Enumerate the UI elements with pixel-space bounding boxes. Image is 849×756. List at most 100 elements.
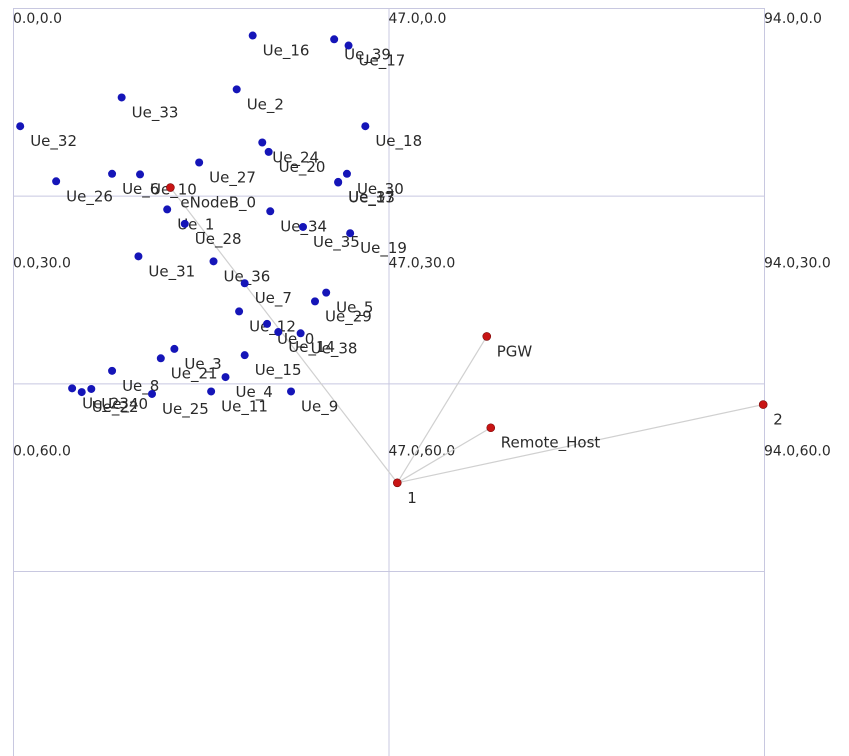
ue-node-dot[interactable]	[148, 389, 157, 398]
ue-node-dot[interactable]	[180, 219, 189, 228]
infrastructure-nodes: eNodeB_0 PGW Remote_Host 1 2	[166, 183, 783, 507]
ue-node-dot[interactable]	[156, 354, 165, 363]
ue-node-dot[interactable]	[68, 384, 77, 393]
infra-node-label-enb: eNodeB_0	[180, 194, 256, 213]
coordinate-label: 0.0,30.0	[13, 256, 71, 272]
ue-node-dot[interactable]	[77, 388, 86, 397]
infra-node-dot-enb[interactable]	[166, 183, 175, 192]
ue-node-dot[interactable]	[342, 169, 351, 178]
ue-node-dot[interactable]	[274, 328, 283, 337]
ue-node-label: Ue_40	[101, 395, 148, 414]
ue-node-label: Ue_35	[313, 233, 360, 252]
ue-node-label: Ue_19	[360, 239, 407, 258]
ue-node-dot[interactable]	[221, 373, 230, 382]
ue-node-dot[interactable]	[108, 169, 117, 178]
coordinate-label: 47.0,30.0	[389, 256, 456, 272]
ue-node-dot[interactable]	[263, 319, 272, 328]
ue-node-label: Ue_20	[279, 158, 326, 177]
ue-node-label: Ue_9	[301, 397, 338, 416]
ue-node-dot[interactable]	[334, 178, 343, 187]
ue-node-dot[interactable]	[232, 85, 241, 94]
ue-node-dot[interactable]	[87, 384, 96, 393]
ue-node-label: Ue_36	[224, 267, 271, 286]
coordinate-label: 94.0,0.0	[764, 11, 822, 27]
ue-node-label: Ue_24	[272, 148, 319, 167]
ue-node-label: Ue_2	[247, 95, 284, 114]
ue-node-dot[interactable]	[330, 35, 339, 44]
ue-node-label: Ue_0	[277, 330, 314, 349]
ue-node-label: Ue_28	[195, 230, 242, 249]
links	[169, 187, 764, 484]
grid	[13, 8, 765, 756]
ue-node-dot[interactable]	[346, 229, 355, 238]
ue-node-dot[interactable]	[108, 366, 117, 375]
ue-node-label: Ue_26	[66, 187, 113, 206]
ue-node-label: Ue_3	[184, 355, 221, 374]
ue-node-label: Ue_6	[122, 180, 159, 199]
ue-node-dot[interactable]	[209, 257, 218, 266]
ue-node-label: Ue_7	[255, 289, 292, 308]
ue-node-dot[interactable]	[134, 252, 143, 261]
ue-node-dot[interactable]	[264, 147, 273, 156]
ue-node-label: Ue_32	[30, 132, 77, 151]
coordinate-label: 47.0,0.0	[389, 11, 447, 27]
infra-node-dot-n2[interactable]	[758, 400, 768, 409]
ue-node-dot[interactable]	[240, 351, 249, 360]
ue-node-label: Ue_18	[375, 132, 422, 151]
ue-node-label: Ue_29	[325, 307, 372, 326]
ue-node-label: Ue_12	[249, 317, 296, 336]
coordinate-labels: 0.0,0.0 47.0,0.0 94.0,0.0 0.0,30.0 47.0,30.0…	[13, 11, 831, 459]
ue-node-dot[interactable]	[287, 387, 296, 396]
infra-node-label-rh: Remote_Host	[501, 434, 601, 453]
link-enb-n1	[169, 187, 398, 484]
ue-node-label: Ue_25	[162, 400, 209, 419]
ue-node-dot[interactable]	[52, 177, 61, 186]
ue-node-dot[interactable]	[344, 41, 353, 50]
ue-node-dot[interactable]	[310, 297, 319, 306]
ue-node-label: Ue_39	[344, 45, 391, 64]
ue-node-label: Ue_15	[255, 361, 302, 380]
ue-node-label: Ue_1	[177, 215, 214, 234]
ue-node-dot[interactable]	[170, 344, 179, 353]
ue-node-dot[interactable]	[299, 222, 308, 231]
ue-node-dot[interactable]	[266, 207, 275, 216]
infra-node-label-pgw: PGW	[497, 342, 533, 360]
ue-node-dot[interactable]	[136, 170, 145, 179]
ue-node-dot[interactable]	[16, 122, 25, 131]
ue-node-label: Ue_23	[82, 394, 129, 413]
ue-node-label: Ue_27	[209, 169, 256, 188]
ue-node-dot[interactable]	[163, 205, 172, 214]
ue-node-label: Ue_17	[359, 52, 406, 71]
infra-node-label-n1: 1	[407, 489, 417, 507]
ue-node-dot[interactable]	[296, 329, 305, 338]
ue-node-label: Ue_21	[171, 364, 218, 383]
ue-node-dot[interactable]	[235, 307, 244, 316]
ue-node-label: Ue_37	[348, 188, 395, 207]
ue-node-dot[interactable]	[117, 93, 126, 102]
link-pgw-n1	[396, 336, 488, 484]
infra-node-dot-pgw[interactable]	[482, 332, 492, 341]
infra-node-dot-rh[interactable]	[486, 423, 496, 433]
ue-node-label: Ue_16	[263, 42, 310, 61]
ue-node-label: Ue_30	[357, 180, 404, 199]
link-n1-n2	[397, 404, 764, 484]
coordinate-label: 0.0,60.0	[13, 443, 71, 459]
ue-node-dot[interactable]	[207, 387, 216, 396]
ue-node-label: Ue_11	[221, 397, 268, 416]
coordinate-label: 94.0,60.0	[764, 443, 831, 459]
ue-node-dot[interactable]	[195, 158, 204, 167]
ue-node-dot[interactable]	[322, 288, 331, 297]
coordinate-label: 94.0,30.0	[764, 256, 831, 272]
infra-node-label-n2: 2	[773, 411, 783, 429]
ue-node-label: Ue_13	[348, 189, 395, 208]
ue-node-label: Ue_38	[311, 339, 358, 358]
ue-node-label: Ue_4	[236, 383, 273, 402]
ue-node-dot[interactable]	[361, 122, 370, 131]
ue-node-dot[interactable]	[240, 279, 249, 288]
ue-node-dot[interactable]	[248, 31, 257, 40]
ue-node-label: Ue_14	[288, 338, 335, 357]
coordinate-label: 0.0,0.0	[13, 11, 62, 27]
ue-node-dot[interactable]	[258, 138, 267, 147]
ue-node-label: Ue_31	[148, 262, 195, 281]
infra-node-dot-n1[interactable]	[392, 478, 402, 488]
